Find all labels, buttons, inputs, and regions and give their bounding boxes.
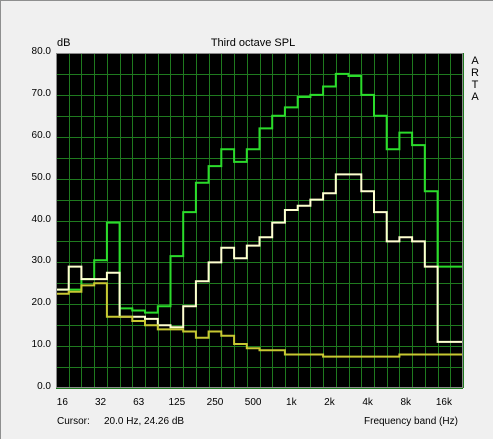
brand-letter: T [471,79,479,91]
brand-letter: R [471,67,479,79]
x-tick-label: 16 [56,397,68,408]
series-line-0 [56,72,463,314]
series-line-2 [56,282,463,358]
brand-letter: A [471,91,479,103]
plot-background [56,53,463,388]
x-tick-label: 125 [168,397,186,408]
chart-title: Third octave SPL [210,37,296,49]
y-tick-label: 40.0 [31,213,51,225]
x-tick-label: 500 [244,397,262,408]
y-unit-label: dB [57,37,71,49]
x-tick-label: 63 [133,397,145,408]
y-tick-label: 70.0 [31,87,51,99]
cursor-label: Cursor: [57,416,90,427]
x-tick-label: 4k [362,397,373,408]
y-tick-label: 20.0 [31,297,51,309]
x-tick-label: 32 [94,397,107,408]
x-tick-label: 8k [400,397,412,408]
x-tick-label: 250 [206,397,224,408]
x-axis-title: Frequency band (Hz) [364,416,458,427]
y-tick-label: 10.0 [31,339,51,351]
x-tick-label: 1k [286,397,297,408]
cursor-readout: 20.0 Hz, 24.26 dB [104,416,185,427]
y-tick-label: 60.0 [31,129,51,141]
brand-letter: A [471,55,479,67]
plot-border [56,53,463,388]
x-tick-label: 16k [435,397,452,408]
x-tick-label: 2k [324,397,335,408]
y-tick-label: 50.0 [31,171,51,183]
y-tick-label: 80.0 [31,46,51,57]
y-tick-label: 30.0 [31,255,51,267]
y-tick-label: 0.0 [37,381,51,392]
